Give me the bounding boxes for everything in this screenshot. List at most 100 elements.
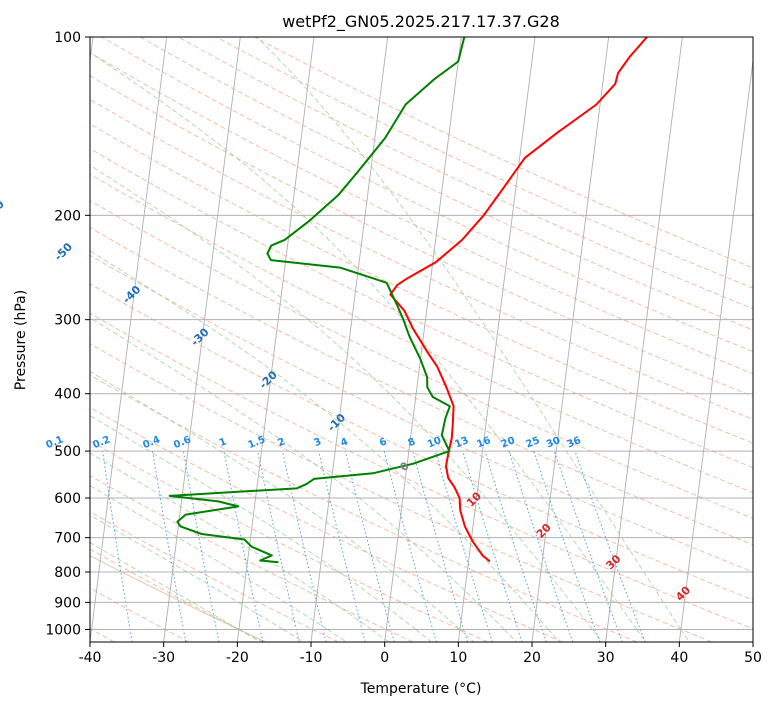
plot-frame xyxy=(89,36,754,643)
mixing-ratio-label: 25 xyxy=(524,435,541,450)
mixing-ratio-line xyxy=(462,450,523,642)
temperature-profile-line xyxy=(389,37,648,563)
moist-adiabat-line xyxy=(90,415,416,630)
mixing-ratio-line xyxy=(223,451,264,642)
mixing-ratio-line xyxy=(257,450,300,642)
moist-adiabat-line xyxy=(592,629,603,642)
isotherm-line xyxy=(236,37,315,642)
y-axis: 100 200 300 400 500 600 700 800 900 1000 xyxy=(45,30,90,638)
y-tick-label: 800 xyxy=(54,565,81,581)
moist-adiabat-line xyxy=(90,542,240,630)
isotherm-line xyxy=(384,37,462,642)
mixing-ratio-line xyxy=(383,450,437,642)
moist-adiabat-line xyxy=(326,629,347,642)
x-tick-label: 20 xyxy=(523,650,541,666)
mixing-ratio-label: 2 xyxy=(276,436,287,449)
isotherm-line xyxy=(678,57,753,642)
moist-adiabat-line xyxy=(282,629,304,642)
moist-adiabat-line xyxy=(256,37,682,630)
y-tick-label: 900 xyxy=(54,595,81,611)
moist-adiabat-line xyxy=(90,514,284,630)
mixing-ratio-line xyxy=(412,450,468,642)
mixing-ratio-label: 36 xyxy=(566,435,583,450)
isotherm-line xyxy=(531,37,610,642)
dry-adiabat-line xyxy=(90,406,563,642)
mixing-ratio-line xyxy=(508,450,574,642)
isotherm-label: -60 xyxy=(0,197,7,220)
moist-adiabat-line xyxy=(90,164,593,630)
moist-adiabat-line xyxy=(503,629,517,642)
mixing-ratio-line xyxy=(533,450,601,642)
dewpoint-profile-line xyxy=(168,37,466,564)
dry-adiabat-line xyxy=(90,226,753,546)
dry-adiabat-line xyxy=(216,37,753,289)
x-tick-label: -40 xyxy=(79,650,102,666)
x-tick-label: 10 xyxy=(449,650,467,666)
isotherm-line xyxy=(163,37,241,642)
dry-adiabat-line xyxy=(90,511,339,642)
x-tick-label: 0 xyxy=(380,650,389,666)
isotherm-line xyxy=(90,37,168,642)
x-tick-label: 40 xyxy=(670,650,688,666)
dry-adiabat-line xyxy=(90,475,414,642)
dry-adiabat-line xyxy=(90,283,753,601)
x-tick-label: 50 xyxy=(744,650,762,666)
mixing-ratio-line xyxy=(434,450,493,642)
moist-adiabat-line xyxy=(90,250,549,630)
dry-adiabat-line xyxy=(90,148,753,469)
dry-adiabat-line xyxy=(90,374,638,642)
series-layer xyxy=(168,37,648,564)
mixing-ratio-line xyxy=(318,450,366,642)
x-tick-label: -30 xyxy=(152,650,175,666)
mixing-ratio-line xyxy=(152,451,187,642)
y-axis-label: Pressure (hPa) xyxy=(13,290,29,390)
mixing-ratio-label: 3 xyxy=(312,436,323,449)
dry-adiabat-line xyxy=(101,37,753,353)
dry-adiabat-line xyxy=(90,254,753,573)
dry-adiabat-line xyxy=(90,123,753,444)
y-tick-label: 100 xyxy=(54,30,81,46)
moist-adiabat-line xyxy=(90,452,372,630)
moist-adiabat-line xyxy=(90,317,505,630)
dry-adiabat-line xyxy=(139,37,753,331)
mixing-ratio-label: 16 xyxy=(475,435,492,450)
y-tick-label: 600 xyxy=(54,491,81,507)
isotherm-line xyxy=(605,37,683,642)
mixing-ratio-label: 13 xyxy=(453,435,470,450)
mixing-ratio-line xyxy=(344,450,395,642)
background-lines xyxy=(90,37,753,642)
x-tick-label: 30 xyxy=(597,650,615,666)
mixing-ratio-line xyxy=(282,450,327,642)
mixing-ratio-label: 6 xyxy=(378,436,389,449)
x-tick-label: -20 xyxy=(226,650,249,666)
y-tick-label: 1000 xyxy=(45,622,81,638)
dry-adiabat-line xyxy=(90,52,753,375)
mixing-ratio-line xyxy=(182,451,220,642)
mixing-ratio-label: 8 xyxy=(406,436,417,449)
mixing-ratio-label: 30 xyxy=(545,435,562,450)
x-axis: -40 -30 -20 -10 0 10 20 30 40 50 xyxy=(79,642,762,666)
moist-adiabat-line xyxy=(90,51,638,630)
mixing-ratio-label: 1 xyxy=(218,436,229,449)
chart-title: wetPf2_GN05.2025.217.17.37.G28 xyxy=(282,12,560,32)
dry-adiabat-line xyxy=(90,440,488,642)
moist-adiabat-line xyxy=(547,629,560,642)
dry-adiabat-line xyxy=(90,98,753,420)
mixing-ratio-label: 20 xyxy=(500,435,517,450)
isotherm-line xyxy=(457,37,536,642)
y-tick-label: 200 xyxy=(54,208,81,224)
y-tick-label: 300 xyxy=(54,313,81,329)
moist-adiabat-line xyxy=(371,629,390,642)
x-axis-label: Temperature (°C) xyxy=(360,681,482,697)
moist-adiabat-line xyxy=(636,629,646,642)
x-tick-label: -10 xyxy=(300,650,323,666)
mixing-ratio-line xyxy=(484,450,547,642)
y-tick-label: 700 xyxy=(54,531,81,547)
moist-adiabat-line xyxy=(680,629,690,642)
y-tick-label: 400 xyxy=(54,387,81,403)
moist-adiabat-line xyxy=(415,629,432,642)
moist-adiabat-line xyxy=(459,629,475,642)
mixing-ratio-label: 10 xyxy=(426,435,443,450)
